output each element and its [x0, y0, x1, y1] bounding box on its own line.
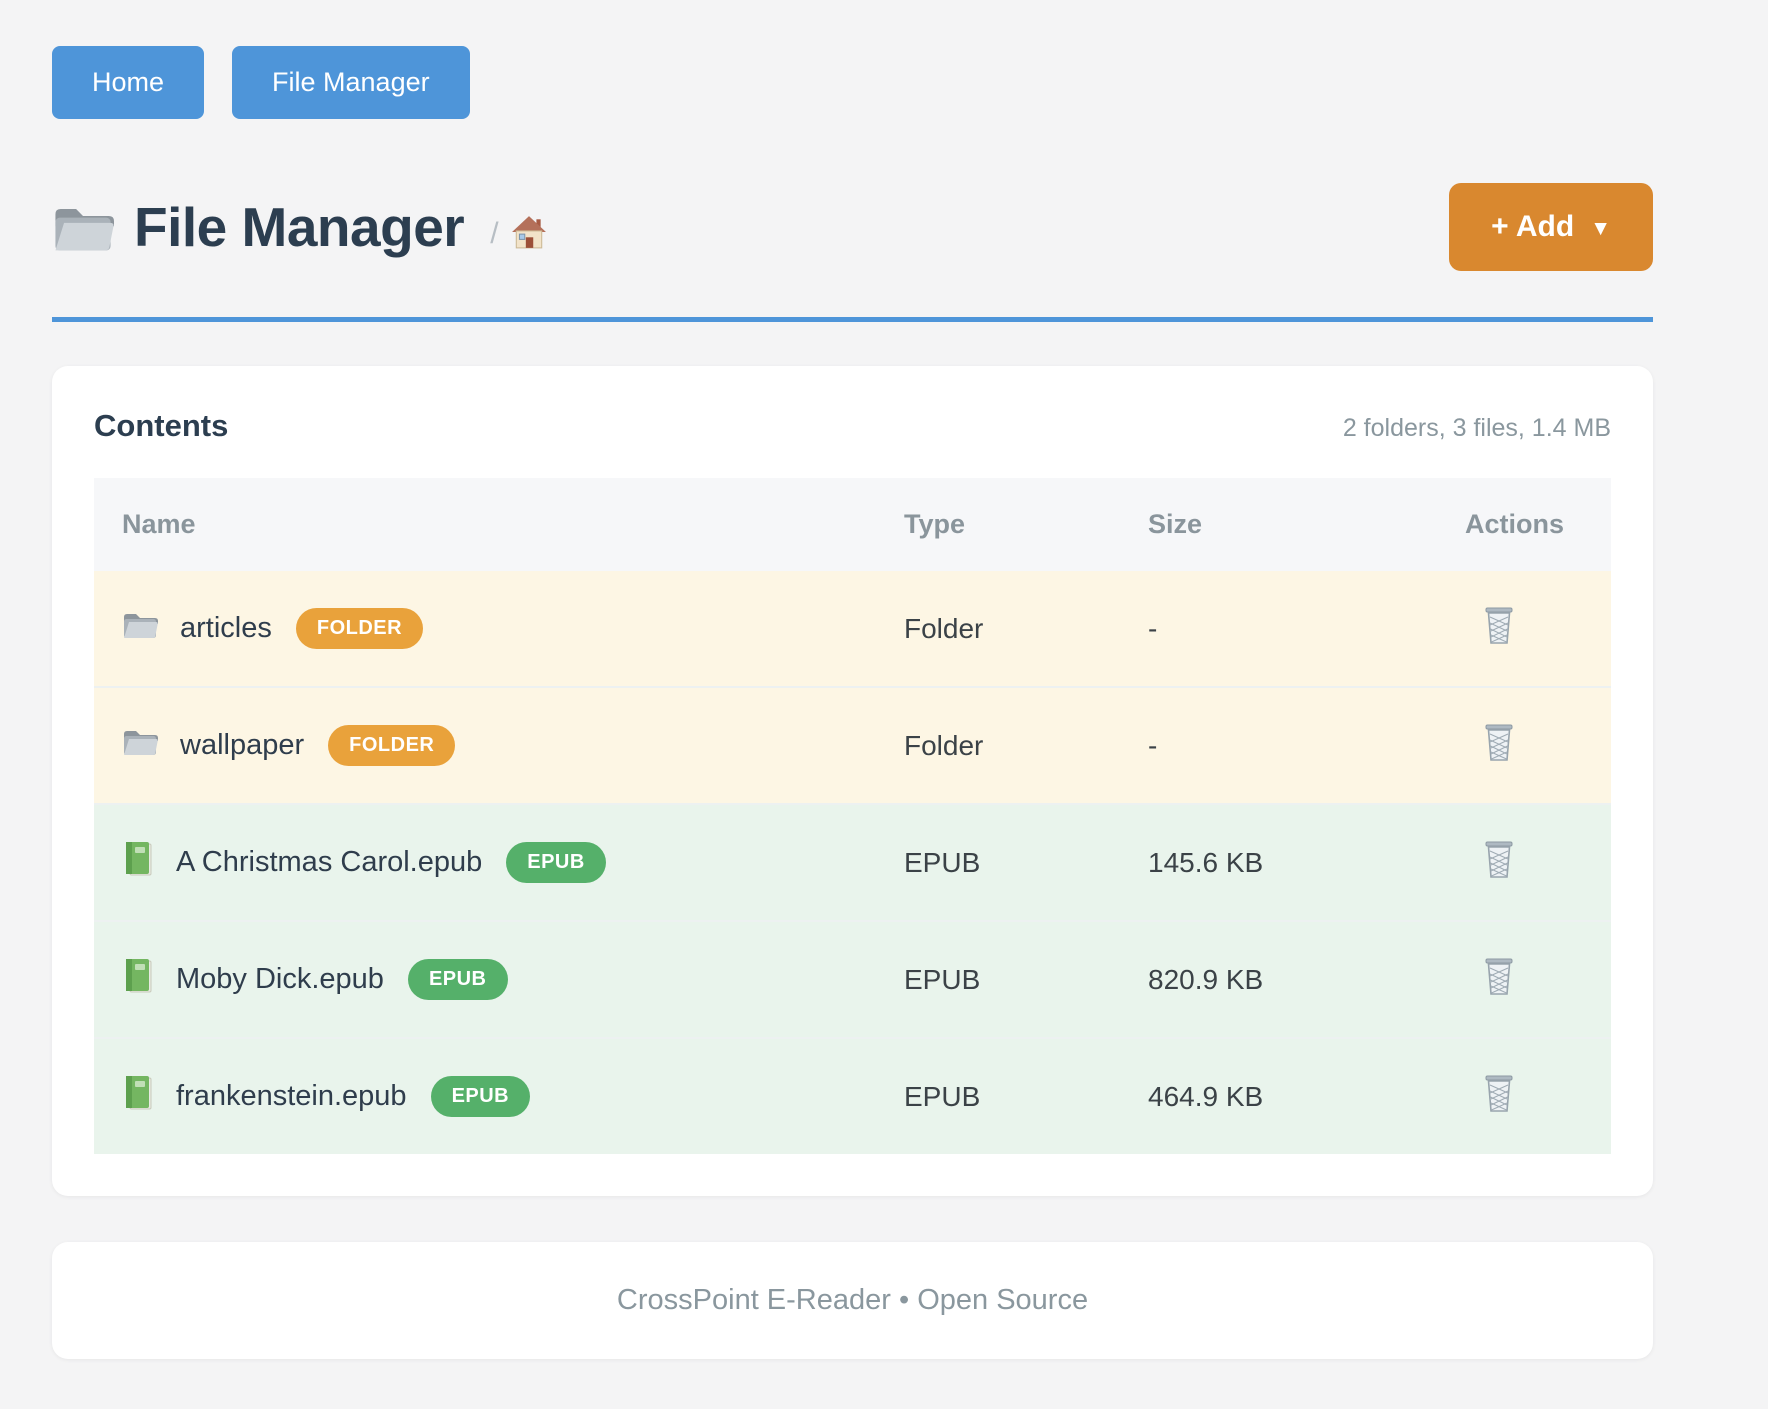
column-header-size: Size: [1120, 478, 1437, 571]
page-header: File Manager / + Add ▼: [52, 183, 1653, 271]
file-manager-button[interactable]: File Manager: [232, 46, 470, 119]
breadcrumb: /: [490, 215, 546, 254]
file-name[interactable]: wallpaper: [180, 729, 305, 761]
caret-down-icon: ▼: [1590, 216, 1611, 240]
add-button-label: + Add: [1491, 210, 1575, 243]
table-row-moby-dick: Moby Dick.epub EPUB EPUB 820.9 KB: [94, 920, 1611, 1038]
file-name[interactable]: frankenstein.epub: [176, 1080, 407, 1112]
file-size: 145.6 KB: [1120, 803, 1437, 921]
trash-icon: [1481, 841, 1517, 882]
footer-text: CrossPoint E-Reader • Open Source: [616, 1284, 1089, 1316]
footer-card: CrossPoint E-Reader • Open Source: [52, 1242, 1653, 1359]
file-type: EPUB: [876, 920, 1120, 1038]
file-name[interactable]: A Christmas Carol.epub: [176, 846, 483, 878]
file-type: EPUB: [876, 803, 1120, 921]
home-button[interactable]: Home: [52, 46, 205, 119]
delete-button[interactable]: [1481, 839, 1517, 882]
add-button[interactable]: + Add ▼: [1449, 183, 1653, 271]
folder-icon: [122, 727, 158, 764]
folder-badge: FOLDER: [328, 725, 456, 766]
book-icon: [122, 841, 154, 884]
contents-title: Contents: [94, 408, 229, 443]
delete-button[interactable]: [1481, 605, 1517, 648]
file-type: Folder: [876, 686, 1120, 804]
title-wrap: File Manager /: [52, 195, 547, 259]
table-row-articles: articles FOLDER Folder -: [94, 571, 1611, 687]
delete-button[interactable]: [1481, 956, 1517, 999]
trash-icon: [1481, 958, 1517, 999]
delete-button[interactable]: [1481, 722, 1517, 765]
file-type: EPUB: [876, 1037, 1120, 1154]
trash-icon: [1481, 1075, 1517, 1116]
table-row-christmas-carol: A Christmas Carol.epub EPUB EPUB 145.6 K…: [94, 803, 1611, 921]
accent-divider: [52, 317, 1653, 322]
folder-icon: [52, 202, 114, 259]
page: Home File Manager File Manager /: [52, 0, 1653, 1409]
column-header-actions: Actions: [1437, 478, 1611, 571]
file-name[interactable]: articles: [180, 612, 272, 644]
file-size: -: [1120, 686, 1437, 804]
folder-badge: FOLDER: [295, 608, 424, 649]
page-title: File Manager: [134, 196, 465, 258]
file-type: Folder: [876, 571, 1120, 687]
file-size: 820.9 KB: [1120, 920, 1437, 1038]
epub-badge: EPUB: [430, 1076, 531, 1117]
file-table: Name Type Size Actions: [94, 478, 1611, 1154]
book-icon: [122, 958, 154, 1001]
table-row-wallpaper: wallpaper FOLDER Folder -: [94, 686, 1611, 804]
epub-badge: EPUB: [506, 842, 606, 883]
epub-badge: EPUB: [407, 959, 508, 1000]
breadcrumb-separator: /: [490, 217, 499, 250]
trash-icon: [1481, 607, 1517, 648]
delete-button[interactable]: [1481, 1073, 1517, 1116]
folder-icon: [122, 610, 158, 647]
trash-icon: [1481, 724, 1517, 765]
table-row-frankenstein: frankenstein.epub EPUB EPUB 464.9 KB: [94, 1037, 1611, 1154]
contents-summary: 2 folders, 3 files, 1.4 MB: [1342, 414, 1611, 442]
file-size: -: [1120, 571, 1437, 687]
contents-card-head: Contents 2 folders, 3 files, 1.4 MB: [94, 408, 1611, 444]
column-header-type: Type: [876, 478, 1120, 571]
book-icon: [122, 1075, 154, 1118]
house-icon[interactable]: [511, 215, 547, 254]
contents-card: Contents 2 folders, 3 files, 1.4 MB Name…: [52, 366, 1653, 1196]
file-table-header: Name Type Size Actions: [94, 478, 1611, 571]
file-size: 464.9 KB: [1120, 1037, 1437, 1154]
file-name[interactable]: Moby Dick.epub: [176, 963, 384, 995]
column-header-name: Name: [94, 478, 876, 571]
top-nav: Home File Manager: [52, 46, 1653, 119]
